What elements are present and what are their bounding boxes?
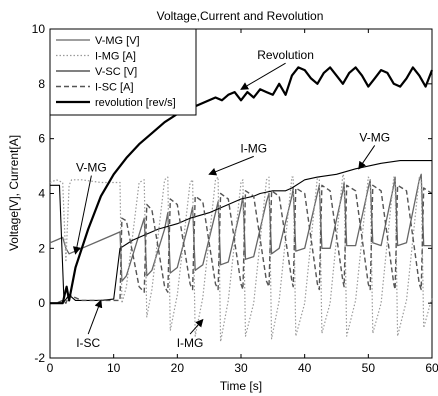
y-tick-label: -2 [34,351,45,365]
legend-items: V-MG [V] I-MG [A] V-SC [V] I-SC [A] revoluti… [56,35,176,109]
series-layer [49,66,434,343]
x-tick-label: 20 [171,361,185,375]
annotation-arrow [240,62,286,90]
annotation-i-mg: I-MG [240,141,267,155]
x-tick-label: 40 [298,361,312,375]
x-axis-label: Time [s] [220,379,262,393]
y-tick-label: 8 [38,77,45,91]
x-tick-label: 50 [362,361,376,375]
annotation-i-mg: I-MG [177,336,204,350]
chart-title: Voltage,Current and Revolution [157,9,324,23]
legend-label-v-mg-v: V-MG [V] [95,35,140,47]
legend-label-i-sc-a: I-SC [A] [95,82,134,94]
annotation-arrow [208,155,254,176]
y-tick-label: 4 [38,187,45,201]
series-line-revolution-rev-s [50,66,434,305]
y-tick-label: 0 [38,296,45,310]
series-line-i-mg-a [49,173,433,343]
legend-label-v-sc-v: V-SC [V] [95,66,137,78]
annotation-v-mg: V-MG [76,161,107,175]
x-tick-label: 60 [425,361,438,375]
annotation-layer: Revolution I-MG V-MG V-MG I-SC I-MG [72,48,390,350]
annotation-arrow [358,145,376,170]
annotation-v-mg: V-MG [359,130,390,144]
y-tick-label: 2 [38,241,45,255]
x-tick-label: 10 [107,361,121,375]
annotation-arrow [72,175,92,255]
legend-box [49,28,197,116]
legend: V-MG [V] I-MG [A] V-SC [V] I-SC [A] revoluti… [49,28,197,116]
annotation-revolution: Revolution [257,48,314,62]
legend-label-revolution-rev-s: revolution [rev/s] [95,97,176,109]
y-tick-label: 10 [32,22,46,36]
series-line-i-sc-a [50,184,433,304]
y-axis-label: Voltage[V], Current[A] [7,135,21,251]
annotation-arrow [87,299,103,335]
legend-label-i-mg-a: I-MG [A] [95,51,136,63]
annotation-arrow [189,318,204,335]
x-tick-label: 30 [234,361,248,375]
annotation-i-sc: I-SC [76,336,100,350]
y-tick-label: 6 [38,132,45,146]
x-tick-label: 0 [47,361,54,375]
